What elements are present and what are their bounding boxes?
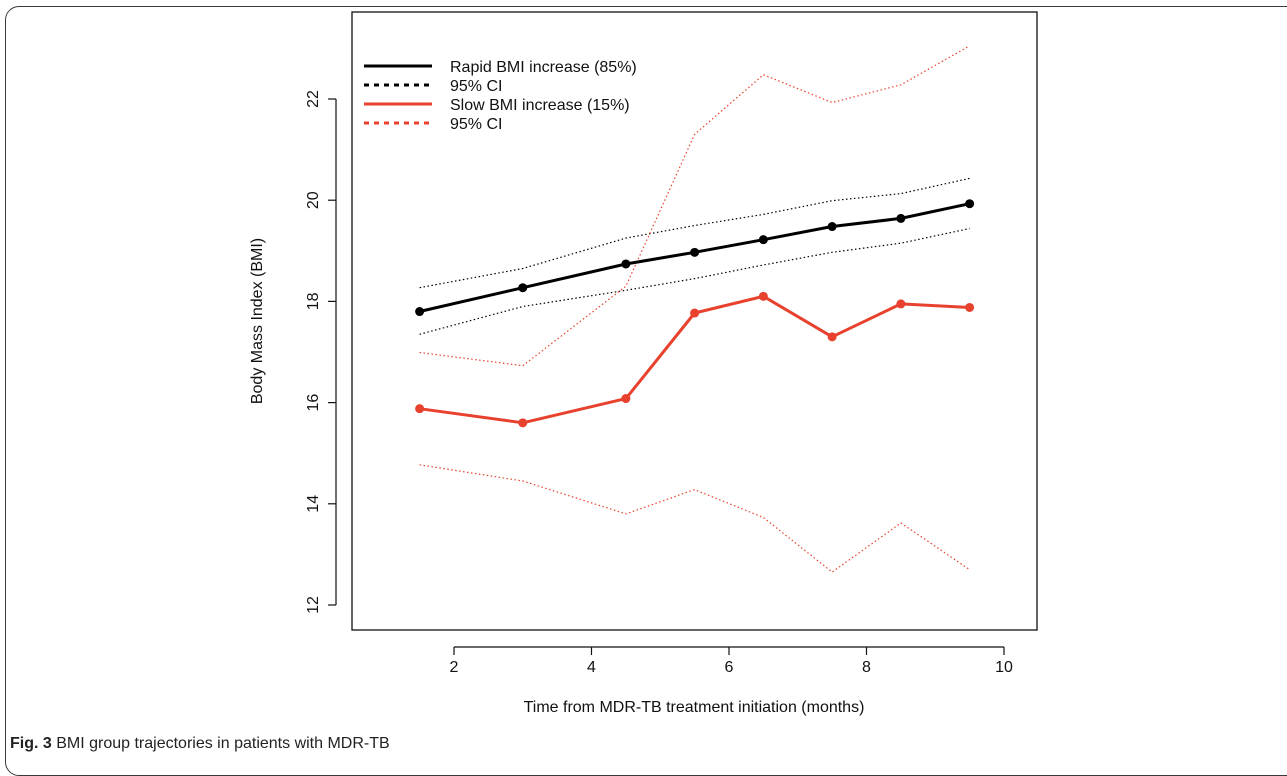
- data-point-2: [621, 394, 631, 404]
- x-tick-label: 6: [725, 659, 734, 676]
- confidence-bands: [419, 45, 970, 573]
- data-point-0: [827, 222, 837, 232]
- y-tick-label: 14: [305, 495, 322, 513]
- figure-caption: Fig. 3 BMI group trajectories in patient…: [10, 735, 390, 753]
- ci-upper-line-3: [419, 45, 970, 367]
- y-axis-label: Body Mass Index (BMI): [249, 238, 266, 404]
- data-point-0: [758, 235, 768, 245]
- data-point-0: [690, 247, 700, 257]
- axes: 2 4 6 8 10 12 14 16 18 20 22: [305, 90, 1013, 676]
- data-point-2: [896, 299, 906, 309]
- data-point-2: [965, 302, 975, 312]
- bmi-trajectory-chart: 2 4 6 8 10 12 14 16 18 20 22 Rapid BMI increase (8…: [249, 11, 1038, 716]
- y-tick-label: 18: [305, 292, 322, 310]
- x-axis-label: Time from MDR-TB treatment initiation (m…: [524, 699, 865, 716]
- data-point-0: [896, 213, 906, 223]
- y-tick-label: 22: [305, 90, 322, 108]
- figure-caption-label: Fig. 3: [10, 735, 52, 752]
- series-points: [415, 199, 975, 428]
- data-point-2: [518, 418, 528, 428]
- data-point-0: [965, 199, 975, 209]
- data-point-2: [690, 308, 700, 318]
- series-line-2: [419, 294, 970, 425]
- data-point-0: [621, 259, 631, 269]
- legend: Rapid BMI increase (85%) 95% CI Slow BMI i…: [364, 59, 637, 133]
- series-line-0: [419, 202, 970, 313]
- legend-label: Rapid BMI increase (85%): [450, 59, 637, 76]
- legend-label: Slow BMI increase (15%): [450, 97, 630, 114]
- y-tick-label: 20: [305, 191, 322, 209]
- data-point-2: [415, 404, 425, 414]
- x-tick-label: 4: [587, 659, 596, 676]
- y-tick-label: 16: [305, 394, 322, 412]
- x-tick-label: 8: [862, 659, 871, 676]
- legend-label: 95% CI: [450, 78, 502, 95]
- series-lines: [419, 202, 970, 425]
- ci-upper-line-1: [419, 177, 970, 289]
- ci-lower-line-1: [419, 227, 970, 335]
- y-tick-label: 12: [305, 596, 322, 614]
- data-point-0: [415, 307, 425, 317]
- data-point-0: [518, 283, 528, 293]
- x-tick-label: 10: [995, 659, 1013, 676]
- ci-lower-line-3: [419, 464, 970, 573]
- legend-label: 95% CI: [450, 116, 502, 133]
- data-point-2: [827, 332, 837, 342]
- data-point-2: [758, 291, 768, 301]
- figure-caption-text: BMI group trajectories in patients with …: [51, 735, 390, 752]
- plot-box: [351, 11, 1038, 631]
- x-tick-label: 2: [450, 659, 459, 676]
